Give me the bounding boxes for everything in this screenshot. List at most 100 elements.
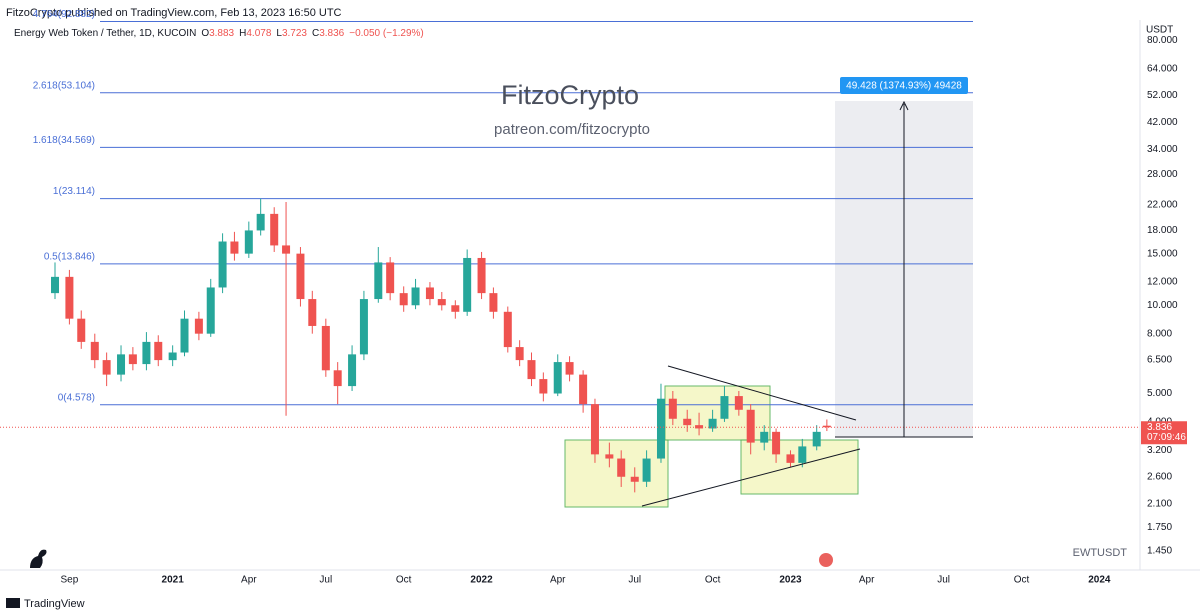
last-price-label: 3.836 xyxy=(1147,422,1172,433)
fib-label: 2.618(53.104) xyxy=(33,80,95,91)
candle-body xyxy=(642,458,651,482)
y-axis-label: USDT xyxy=(1146,25,1173,36)
last-price-box xyxy=(1141,421,1187,445)
y-tick-label: 34.000 xyxy=(1147,144,1178,155)
fib-label: 1(23.114) xyxy=(53,186,95,197)
candle-body xyxy=(270,213,279,246)
candle-body xyxy=(296,253,305,300)
x-tick-label: Oct xyxy=(1014,575,1030,586)
ohlc-part: 3.723 xyxy=(282,28,307,39)
x-tick-label: Jul xyxy=(937,575,950,586)
logo-icon xyxy=(30,549,47,568)
candle-body xyxy=(683,418,692,426)
candle-body xyxy=(720,396,729,419)
ohlc-part: 3.836 xyxy=(319,28,344,39)
candle-body xyxy=(489,293,498,312)
ohlc-part: 3.883 xyxy=(209,28,234,39)
candle-body xyxy=(321,325,330,371)
measure-label-box xyxy=(840,77,968,94)
candle-body xyxy=(772,431,781,455)
candle-body xyxy=(477,257,486,294)
candle-body xyxy=(437,299,446,306)
candle-body xyxy=(539,379,548,394)
candle-body xyxy=(77,318,86,342)
candle-body xyxy=(515,347,524,361)
candle-body xyxy=(102,360,111,375)
fib-label: 0.5(13.846) xyxy=(44,251,95,262)
countdown-label: 07:09:46 xyxy=(1147,432,1186,443)
candle-body xyxy=(746,409,755,443)
x-tick-label: 2023 xyxy=(779,575,802,586)
candle-body xyxy=(206,287,215,334)
plot xyxy=(0,21,1140,493)
ohlc-part: L xyxy=(276,28,282,39)
candle-body xyxy=(218,241,227,288)
candle-body xyxy=(374,262,383,300)
candle-body xyxy=(194,318,203,334)
candle-body xyxy=(256,213,265,231)
candle-body xyxy=(822,425,831,428)
x-tick-label: Apr xyxy=(550,575,566,586)
y-tick-label: 1.750 xyxy=(1147,522,1172,533)
candle-body xyxy=(142,341,151,365)
candle-body xyxy=(605,454,614,459)
y-tick-label: 1.450 xyxy=(1147,546,1172,557)
fib-label: 4.764(92.882) xyxy=(33,9,95,20)
candle-body xyxy=(463,257,472,312)
symbol-line: Energy Web Token / Tether, 1D, KUCOIN O3.… xyxy=(14,28,424,39)
candle-body xyxy=(451,305,460,312)
y-tick-label: 10.000 xyxy=(1147,300,1178,311)
y-tick-label: 8.000 xyxy=(1147,328,1172,339)
y-tick-label: 28.000 xyxy=(1147,169,1178,180)
candle-body xyxy=(90,341,99,361)
watermark-title: FitzoCrypto xyxy=(501,80,639,110)
candle-body xyxy=(333,370,342,387)
candle-body xyxy=(798,446,807,463)
candle-body xyxy=(386,262,395,294)
y-tick-label: 18.000 xyxy=(1147,225,1178,236)
y-tick-label: 2.600 xyxy=(1147,471,1172,482)
x-tick-label: Jul xyxy=(628,575,641,586)
candle-body xyxy=(308,299,317,326)
candle-body xyxy=(128,354,137,365)
x-tick-label: 2021 xyxy=(162,575,185,586)
candle-body xyxy=(760,431,769,443)
candle-body xyxy=(359,299,368,355)
y-tick-label: 3.200 xyxy=(1147,445,1172,456)
y-tick-label: 5.000 xyxy=(1147,388,1172,399)
candle-body xyxy=(399,293,408,306)
fib-label: 1.618(34.569) xyxy=(33,135,95,146)
candle-body xyxy=(65,276,74,319)
candle-body xyxy=(168,352,177,361)
ohlc-part: H xyxy=(239,28,246,39)
range-box xyxy=(564,439,669,508)
y-tick-label: 2.100 xyxy=(1147,499,1172,510)
candle-body xyxy=(656,398,665,459)
candle-body xyxy=(786,454,795,463)
ohlc-part: 4.078 xyxy=(246,28,271,39)
ticker: EWTUSDT xyxy=(1073,547,1128,559)
candle-body xyxy=(812,431,821,447)
y-tick-label: 15.000 xyxy=(1147,248,1178,259)
candle-body xyxy=(527,360,536,380)
candle-body xyxy=(411,287,420,306)
trend-line xyxy=(667,365,857,421)
y-tick-label: 6.500 xyxy=(1147,355,1172,366)
x-tick-label: Sep xyxy=(61,575,79,586)
arrow-head xyxy=(899,100,909,111)
candle-body xyxy=(579,374,588,405)
x-tick-label: Apr xyxy=(859,575,875,586)
watermark-subtitle: patreon.com/fitzocrypto xyxy=(494,121,650,138)
x-tick-label: Oct xyxy=(396,575,412,586)
y-tick-label: 64.000 xyxy=(1147,64,1178,75)
candle-body xyxy=(244,230,253,254)
candle-body xyxy=(230,241,239,254)
candle-body xyxy=(565,362,574,375)
candle-body xyxy=(348,354,357,387)
candle-body xyxy=(590,404,599,455)
candle-body xyxy=(668,398,677,419)
footer-logo xyxy=(6,598,20,608)
x-tick-label: Apr xyxy=(241,575,257,586)
